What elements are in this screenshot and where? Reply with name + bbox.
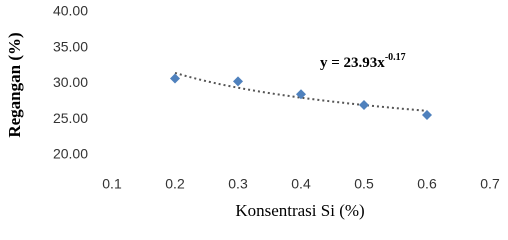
equation: y = 23.93x-0.17	[320, 52, 406, 71]
point	[170, 73, 180, 84]
x-tick-label: 0.6	[417, 176, 437, 192]
x-tick-label: 0.2	[165, 176, 185, 192]
point	[296, 89, 306, 100]
chart: Konsentrasi Si (%) Regangan (%) y = 23.9…	[5, 3, 500, 220]
point	[233, 76, 243, 87]
x-tick-label: 0.4	[291, 176, 311, 192]
y-tick-label: 25.00	[53, 110, 88, 126]
x-axis-title: Konsentrasi Si (%)	[235, 201, 364, 220]
y-tick-label: 35.00	[53, 38, 88, 54]
x-tick-label: 0.1	[102, 176, 122, 192]
point	[359, 99, 369, 110]
x-tick-label: 0.3	[228, 176, 248, 192]
y-tick-label: 30.00	[53, 74, 88, 90]
equation-exponent: -0.17	[385, 52, 406, 63]
x-tick-label: 0.7	[480, 176, 500, 192]
point	[422, 109, 432, 120]
y-axis-title: Regangan (%)	[5, 32, 24, 137]
y-tick-label: 40.00	[53, 3, 88, 19]
page: Konsentrasi Si (%) Regangan (%) y = 23.9…	[4, 2, 500, 220]
y-tick-label: 20.00	[53, 146, 88, 162]
equation-base: y = 23.93x	[320, 55, 385, 71]
x-tick-label: 0.5	[354, 176, 374, 192]
